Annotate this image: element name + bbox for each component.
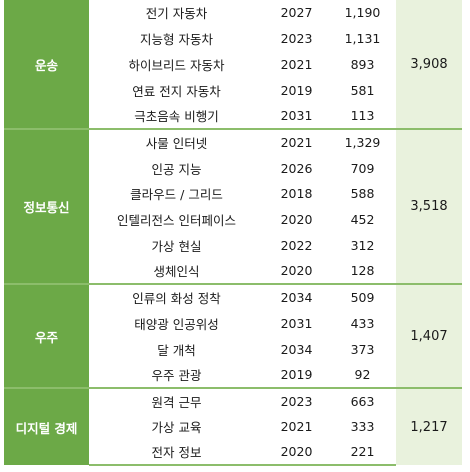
category-cell: 우주 [4, 283, 89, 388]
tech-name-cell: 지능형 자동차 [140, 31, 213, 47]
year-cell: 2020 [264, 258, 329, 285]
category-total-cell: 3,518 [396, 128, 462, 284]
year-cell: 2018 [280, 186, 313, 201]
year-cell: 2019 [280, 82, 313, 98]
value-cell: 588 [350, 186, 375, 201]
table-row: 인텔리전스 인터페이스 2020 452 [4, 206, 462, 232]
tech-name-cell: 가상 교육 [151, 420, 202, 435]
table-row: 극초음속 비행기 2031 113 [4, 103, 462, 130]
year-cell: 2021 [264, 128, 329, 155]
value-cell: 893 [350, 56, 375, 72]
value-cell: 221 [329, 439, 396, 466]
year-cell: 2034 [264, 283, 329, 310]
table-row: 하이브리드 자동차 2021 893 [4, 51, 462, 77]
table-row: 클라우드 / 그리드 2018 588 [4, 181, 462, 206]
value-cell: 1,131 [344, 30, 381, 46]
value-cell: 113 [329, 103, 396, 130]
year-cell: 2023 [264, 387, 329, 414]
value-cell: 373 [350, 341, 375, 357]
year-cell: 2031 [280, 315, 313, 331]
tech-name-cell: 전자 정보 [89, 439, 264, 466]
table-row: 전자 정보 2020 221 [4, 439, 462, 466]
tech-name-cell: 가상 현실 [151, 238, 202, 254]
table-row: 지능형 자동차 2023 1,131 [4, 25, 462, 51]
year-cell: 2020 [280, 211, 313, 227]
year-cell: 2019 [264, 362, 329, 389]
table-row: 인공 지능 2026 709 [4, 155, 462, 181]
tech-name-cell: 연료 전지 자동차 [132, 83, 221, 99]
table-body: 운송 전기 자동차 2027 1,190 3,908 지능형 자동차 2023 1,131 하이… [4, 0, 462, 466]
tech-name-cell: 우주 관광 [89, 362, 264, 389]
table-row: 가상 현실 2022 312 [4, 232, 462, 258]
year-cell: 2026 [280, 160, 313, 176]
value-cell: 433 [350, 315, 375, 331]
tech-name-cell: 생체인식 [89, 258, 264, 285]
value-cell: 452 [350, 211, 375, 227]
year-cell: 2022 [280, 237, 313, 253]
category-cell: 운송 [4, 0, 89, 129]
value-cell: 333 [350, 419, 375, 434]
category-cell: 정보통신 [4, 128, 89, 284]
tech-name-cell: 하이브리드 자동차 [128, 57, 225, 73]
tech-name-cell: 태양광 인공위성 [134, 316, 219, 332]
tech-name-cell: 원격 근무 [89, 387, 264, 414]
value-cell: 663 [329, 387, 396, 414]
table-row: 디지털 경제 원격 근무 2023 663 1,217 [4, 387, 462, 465]
table-row: 생체인식 2020 128 [4, 258, 462, 285]
year-cell: 2031 [264, 103, 329, 130]
value-cell: 509 [329, 283, 396, 310]
category-total-cell: 1,217 [396, 387, 462, 465]
tech-name-cell: 인텔리전스 인터페이스 [117, 212, 236, 228]
year-cell: 2023 [280, 30, 313, 46]
value-cell: 709 [350, 160, 375, 176]
year-cell: 2034 [280, 341, 313, 357]
tech-name-cell: 인공 지능 [151, 161, 202, 177]
value-cell: 312 [350, 237, 375, 253]
tech-name-cell: 달 개척 [157, 342, 196, 358]
technology-table: 운송 전기 자동차 2027 1,190 3,908 지능형 자동차 2023 1,131 하이… [4, 0, 462, 466]
table-row: 정보통신 사물 인터넷 2021 1,329 3,518 [4, 128, 462, 284]
value-cell: 581 [350, 82, 375, 98]
table-row: 우주 인류의 화성 정착 2034 509 1,407 [4, 283, 462, 388]
table-row: 태양광 인공위성 2031 433 [4, 310, 462, 336]
year-cell: 2027 [264, 0, 329, 25]
category-cell: 디지털 경제 [4, 387, 89, 465]
tech-name-cell: 극초음속 비행기 [89, 103, 264, 130]
value-cell: 128 [329, 258, 396, 285]
value-cell: 1,329 [329, 128, 396, 155]
tech-name-cell: 사물 인터넷 [89, 128, 264, 155]
table-row: 가상 교육 2021 333 [4, 414, 462, 439]
tech-name-cell: 클라우드 / 그리드 [130, 187, 223, 202]
value-cell: 92 [329, 362, 396, 389]
category-total-cell: 3,908 [396, 0, 462, 129]
value-cell: 1,190 [329, 0, 396, 25]
table-row: 우주 관광 2019 92 [4, 362, 462, 389]
tech-name-cell: 전기 자동차 [89, 0, 264, 25]
year-cell: 2020 [264, 439, 329, 466]
category-total-cell: 1,407 [396, 283, 462, 388]
year-cell: 2021 [280, 56, 313, 72]
table-row: 운송 전기 자동차 2027 1,190 3,908 [4, 0, 462, 129]
table-row: 달 개척 2034 373 [4, 336, 462, 362]
tech-name-cell: 인류의 화성 정착 [89, 283, 264, 310]
year-cell: 2021 [280, 419, 313, 434]
table-row: 연료 전지 자동차 2019 581 [4, 77, 462, 103]
